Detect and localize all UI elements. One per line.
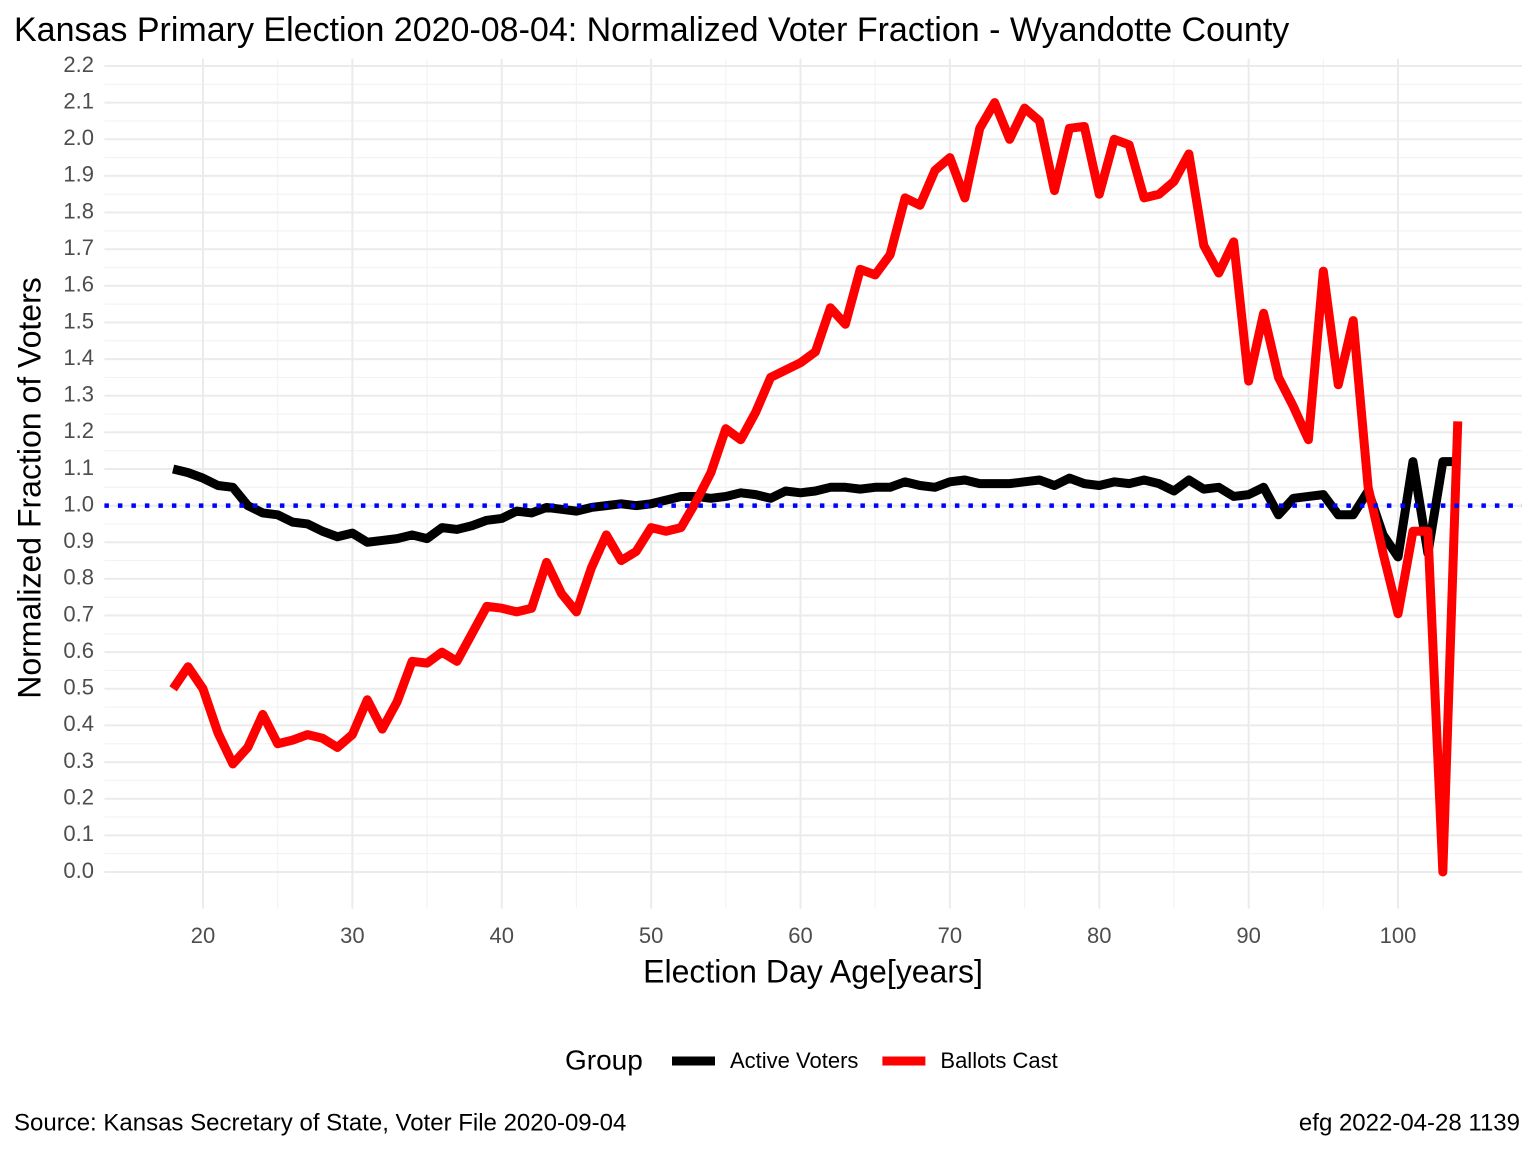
- x-tick-label: 90: [1236, 923, 1260, 948]
- y-tick-label: 1.9: [63, 162, 94, 187]
- x-tick-label: 50: [639, 923, 663, 948]
- y-tick-label: 1.2: [63, 418, 94, 443]
- y-tick-label: 1.8: [63, 198, 94, 223]
- y-tick-label: 0.2: [63, 785, 94, 810]
- y-tick-label: 0.4: [63, 711, 94, 736]
- y-tick-label: 0.3: [63, 748, 94, 773]
- x-tick-label: 20: [191, 923, 215, 948]
- x-tick-label: 100: [1380, 923, 1417, 948]
- y-tick-label: 1.0: [63, 491, 94, 516]
- legend-label: Ballots Cast: [940, 1048, 1057, 1073]
- data-line: [169, 98, 1463, 877]
- y-axis-label: Normalized Fraction of Voters: [11, 277, 47, 699]
- legend-title: Group: [565, 1044, 643, 1075]
- y-tick-label: 2.1: [63, 88, 94, 113]
- y-tick-label: 2.2: [63, 52, 94, 77]
- plot-area: [104, 58, 1522, 909]
- x-tick-label: 40: [490, 923, 514, 948]
- y-tick-label: 0.8: [63, 565, 94, 590]
- x-tick-label: 30: [340, 923, 364, 948]
- y-tick-label: 1.7: [63, 235, 94, 260]
- y-tick-label: 1.3: [63, 382, 94, 407]
- y-tick-label: 1.1: [63, 455, 94, 480]
- data-line: [172, 457, 1458, 562]
- y-tick-label: 0.7: [63, 601, 94, 626]
- x-tick-label: 60: [788, 923, 812, 948]
- y-tick-label: 1.4: [63, 345, 94, 370]
- y-tick-label: 0.9: [63, 528, 94, 553]
- y-tick-label: 0.6: [63, 638, 94, 663]
- x-tick-label: 80: [1087, 923, 1111, 948]
- y-tick-label: 1.6: [63, 272, 94, 297]
- y-tick-label: 0.1: [63, 821, 94, 846]
- x-axis-label: Election Day Age[years]: [643, 953, 983, 989]
- caption-right: efg 2022-04-28 1139: [1299, 1109, 1520, 1136]
- y-tick-label: 1.5: [63, 308, 94, 333]
- y-tick-label: 0.5: [63, 675, 94, 700]
- x-tick-label: 70: [938, 923, 962, 948]
- legend-label: Active Voters: [730, 1048, 858, 1073]
- chart-title: Kansas Primary Election 2020-08-04: Norm…: [14, 11, 1289, 49]
- y-tick-label: 2.0: [63, 125, 94, 150]
- caption-left: Source: Kansas Secretary of State, Voter…: [14, 1109, 626, 1136]
- y-tick-label: 0.0: [63, 858, 94, 883]
